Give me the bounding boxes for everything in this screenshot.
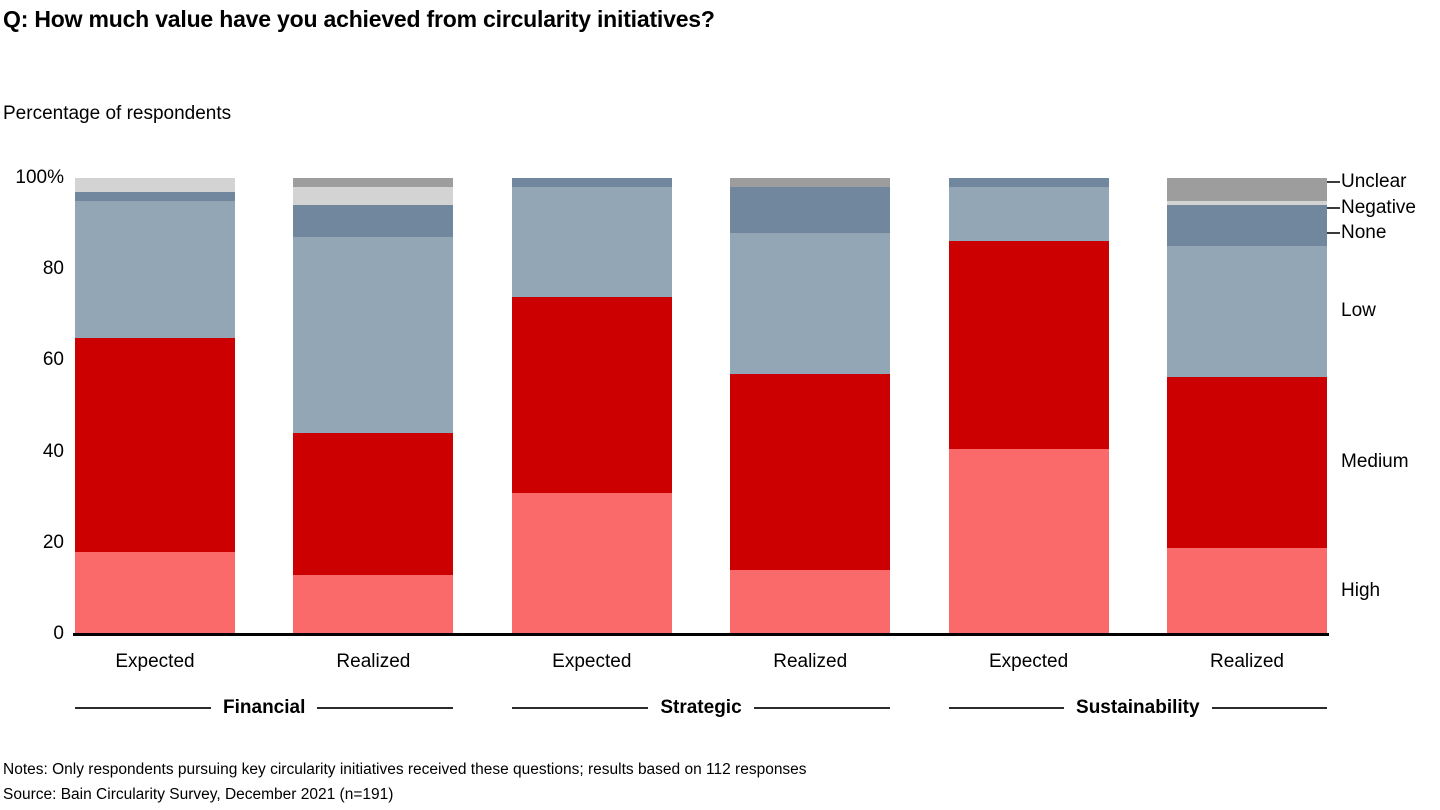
group-rule-left (75, 707, 212, 709)
bar-segment-negative (293, 187, 454, 206)
y-tick-label: 40 (42, 440, 64, 462)
bar-segment-medium (730, 374, 891, 571)
legend-connector-line (1327, 181, 1340, 183)
y-tick-label: 100% (15, 167, 64, 188)
chart-title: Q: How much value have you achieved from… (3, 6, 715, 32)
legend-item-unclear: Unclear (1341, 171, 1407, 192)
bar-segment-low (511, 187, 672, 297)
bar-segment-low (293, 237, 454, 434)
bar-segment-unclear (293, 178, 454, 188)
group-rule-right (317, 707, 454, 709)
bar-segment-low (730, 232, 891, 375)
bar-segment-unclear (1167, 178, 1327, 201)
bar-segment-medium (293, 433, 454, 575)
bar-segment-medium (75, 337, 235, 552)
group-rule-right (1211, 707, 1327, 709)
x-axis-label: Realized (336, 651, 411, 672)
x-axis-label: Expected (552, 651, 632, 672)
source-line: Source: Bain Circularity Survey, Decembe… (3, 786, 394, 803)
legend-item-medium: Medium (1341, 451, 1409, 473)
bar-segment-low (1167, 245, 1327, 377)
bar-segment-high (948, 448, 1109, 634)
group-rule-left (511, 707, 649, 709)
bar-segment-none (948, 178, 1109, 188)
group-rule-right (753, 707, 891, 709)
bar-segment-none (730, 187, 891, 233)
group-strategic: Strategic (511, 697, 891, 719)
bar-segment-unclear (730, 178, 891, 188)
group-sustainability: Sustainability (948, 697, 1327, 719)
y-tick-label: 20 (42, 531, 64, 553)
notes-line: Notes: Only respondents pursuing key cir… (3, 761, 807, 778)
bar-segment-low (948, 187, 1109, 242)
bar-segment-none (75, 191, 235, 201)
bar-segment-none (1167, 205, 1327, 246)
legend-item-none: None (1341, 222, 1387, 243)
group-financial: Financial (75, 697, 454, 719)
footer-notes: Notes: Only respondents pursuing key cir… (3, 757, 807, 807)
legend-connector-line (1327, 207, 1340, 209)
y-tick-label: 0 (53, 623, 64, 644)
legend-item-high: High (1341, 580, 1381, 602)
bar-segment-high (1167, 548, 1327, 634)
bar-segment-none (293, 205, 454, 238)
y-tick-label: 80 (42, 258, 64, 280)
bar-segment-medium (948, 241, 1109, 449)
group-label: Financial (223, 697, 306, 718)
x-axis-label: Expected (115, 651, 195, 672)
group-rule-left (948, 707, 1065, 709)
legend-connector-line (1327, 232, 1340, 234)
bar-segment-high (293, 574, 454, 634)
x-axis-line (73, 633, 1329, 636)
bar-segment-medium (511, 296, 672, 493)
x-axis-label: Realized (1210, 651, 1284, 672)
bar-segment-none (511, 178, 672, 188)
bar-segment-high (730, 570, 891, 634)
bar-segment-high (75, 551, 235, 634)
group-label: Sustainability (1076, 697, 1200, 718)
legend-item-low: Low (1341, 300, 1376, 322)
legend-item-negative: Negative (1341, 197, 1416, 218)
bar-segment-negative (1167, 200, 1327, 206)
y-axis-title: Percentage of respondents (3, 103, 232, 124)
bar-segment-negative (75, 178, 235, 192)
bar-segment-medium (1167, 376, 1327, 549)
bar-segment-low (75, 200, 235, 338)
bar-segment-high (511, 492, 672, 634)
group-label: Strategic (660, 697, 742, 718)
x-axis-label: Realized (773, 651, 848, 672)
y-tick-label: 60 (42, 349, 64, 371)
x-axis-label: Expected (988, 651, 1069, 672)
